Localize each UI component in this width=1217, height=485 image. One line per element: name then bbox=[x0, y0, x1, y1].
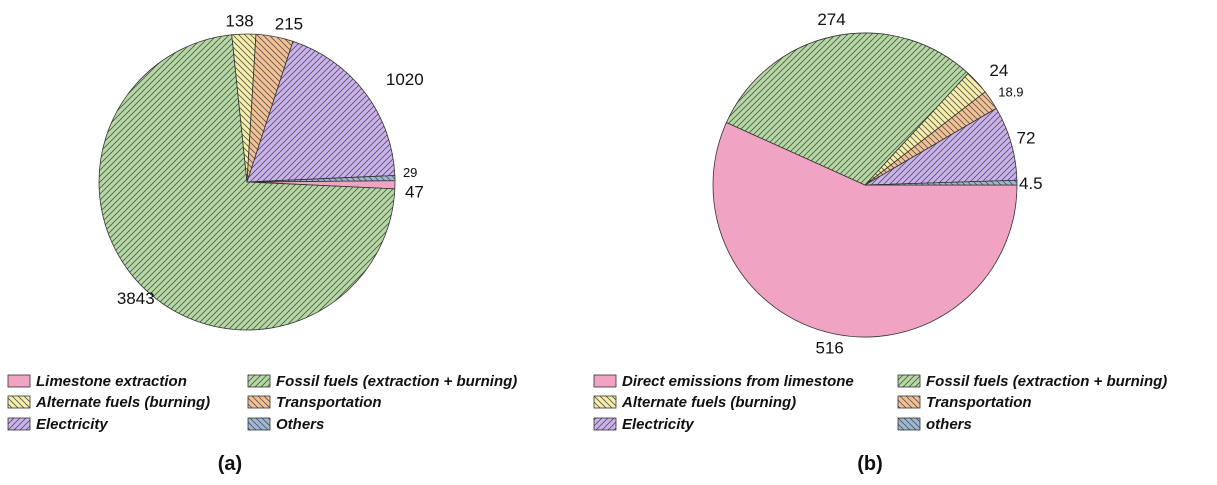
legend-label-alternate: Alternate fuels (burning) bbox=[621, 394, 796, 411]
legend-swatch-others bbox=[897, 417, 921, 431]
legend-label-limestone: Limestone extraction bbox=[36, 373, 187, 390]
data-label-transport: 18.9 bbox=[998, 84, 1023, 99]
legend-label-alternate: Alternate fuels (burning) bbox=[35, 394, 210, 411]
data-label-alternate: 138 bbox=[225, 12, 253, 31]
data-label-fossil: 3843 bbox=[117, 289, 155, 308]
legend-label-fossil: Fossil fuels (extraction + burning) bbox=[926, 373, 1167, 390]
legend-label-others: others bbox=[926, 416, 972, 433]
legend-label-electricity: Electricity bbox=[36, 416, 108, 433]
legend-swatch-fossil bbox=[897, 374, 921, 388]
data-label-transport: 215 bbox=[275, 14, 303, 33]
pie-slice-electricity bbox=[246, 40, 396, 183]
panel-label-b: (b) bbox=[857, 453, 883, 475]
data-label-electricity: 1020 bbox=[386, 70, 424, 89]
data-label-others: 4.5 bbox=[1019, 174, 1043, 193]
legend-label-electricity: Electricity bbox=[622, 416, 694, 433]
legend-swatch-transport bbox=[897, 395, 921, 409]
legend-label-transport: Transportation bbox=[276, 394, 382, 411]
legend-swatch-alternate bbox=[7, 395, 31, 409]
legend-a: Limestone extraction Fossil fuels (extrac… bbox=[7, 373, 517, 433]
legend-b: Direct emissions from limestone Fossil fu… bbox=[593, 373, 1167, 433]
legend-swatch-alternate bbox=[593, 395, 617, 409]
legend-swatch-others bbox=[247, 417, 271, 431]
legend-label-fossil: Fossil fuels (extraction + burning) bbox=[276, 373, 517, 390]
data-label-limestone: 47 bbox=[405, 182, 424, 201]
legend-swatch-electricity bbox=[7, 417, 31, 431]
legend-swatch-electricity bbox=[593, 417, 617, 431]
pie-chart-a: 47 3843 138 215 1020 29 bbox=[98, 12, 424, 331]
panel-label-a: (a) bbox=[218, 453, 242, 475]
legend-swatch-limestone bbox=[593, 374, 617, 388]
data-label-fossil: 274 bbox=[817, 10, 845, 29]
legend-label-others: Others bbox=[276, 416, 324, 433]
legend-swatch-limestone bbox=[7, 374, 31, 388]
data-label-electricity: 72 bbox=[1017, 129, 1036, 148]
data-label-limestone: 516 bbox=[816, 339, 844, 358]
data-label-others: 29 bbox=[403, 165, 417, 180]
pie-chart-b: 516 274 24 18.9 72 4.5 bbox=[712, 10, 1043, 358]
pie-slice-limestone bbox=[712, 122, 1018, 338]
pie-slice-others bbox=[246, 175, 396, 183]
legend-swatch-transport bbox=[247, 395, 271, 409]
legend-swatch-fossil bbox=[247, 374, 271, 388]
pie-slice-fossil bbox=[725, 32, 969, 186]
pie-slice-others bbox=[864, 179, 1018, 186]
legend-label-limestone: Direct emissions from limestone bbox=[622, 373, 854, 390]
legend-label-transport: Transportation bbox=[926, 394, 1032, 411]
data-label-alternate: 24 bbox=[989, 61, 1008, 80]
